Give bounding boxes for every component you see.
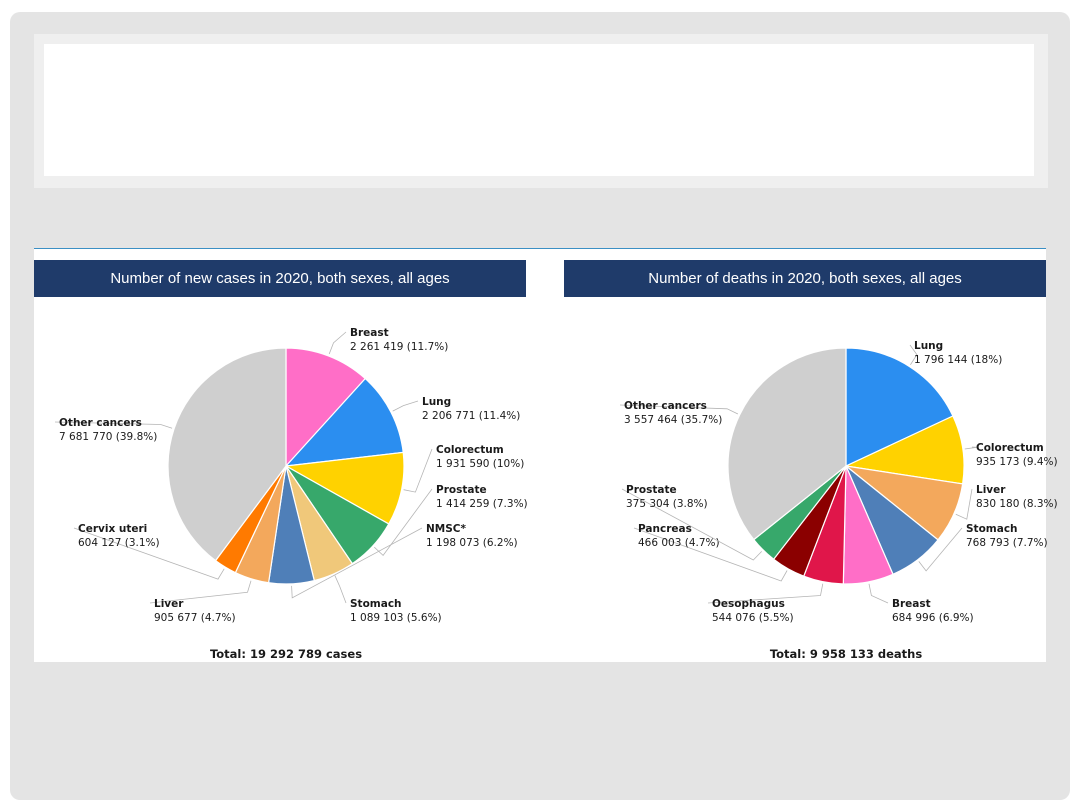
slice-label-other-cancers: Other cancers (624, 400, 707, 412)
slice-label-pancreas: Pancreas (638, 523, 692, 535)
pie-slice-other-cancers (727, 347, 847, 541)
slice-label-oesophagus: Oesophagus (712, 598, 785, 610)
slice-value-lung: 1 796 144 (18%) (914, 354, 1002, 366)
slide: Number of new cases in 2020, both sexes,… (10, 12, 1070, 800)
slice-value-prostate: 1 414 259 (7.3%) (436, 498, 528, 510)
leader-line-other-cancers (54, 421, 173, 429)
slice-value-oesophagus: 544 076 (5.5%) (712, 612, 794, 624)
slide-title (44, 44, 1034, 176)
leader-line-stomach (918, 527, 963, 572)
leader-line-pancreas (633, 527, 788, 582)
leader-line-colorectum (964, 446, 977, 450)
leader-line-colorectum (403, 448, 433, 493)
chart-title-deaths: Number of deaths in 2020, both sexes, al… (564, 260, 1046, 297)
leader-line-prostate (621, 488, 762, 561)
leader-line-lung (909, 344, 918, 366)
slice-value-colorectum: 1 931 590 (10%) (436, 458, 524, 470)
slice-label-lung: Lung (422, 396, 451, 408)
pie-slice-breast (285, 347, 367, 468)
slice-label-prostate: Prostate (626, 484, 677, 496)
slice-value-nmsc: 1 198 073 (6.2%) (426, 537, 518, 549)
leader-line-nmsc (291, 527, 423, 599)
slice-value-pancreas: 466 003 (4.7%) (638, 537, 720, 549)
leader-line-liver (149, 580, 252, 604)
slice-label-stomach: Stomach (966, 523, 1018, 535)
charts-figure: Number of new cases in 2020, both sexes,… (34, 248, 1058, 662)
pie-chart-new-cases: Breast 2 261 419 (11.7%) Lung 2 206 771 (11… (54, 327, 528, 661)
slice-label-colorectum: Colorectum (976, 442, 1044, 454)
leader-line-lung (392, 400, 419, 412)
slice-label-liver: Liver (154, 598, 184, 610)
slice-label-stomach: Stomach (350, 598, 402, 610)
slice-value-other-cancers: 3 557 464 (35.7%) (624, 414, 722, 426)
pie-chart-deaths: Lung 1 796 144 (18%) Colorectum 935 173 (9.… (619, 340, 1058, 661)
slide-title-placeholder (34, 34, 1048, 188)
slice-label-prostate: Prostate (436, 484, 487, 496)
slice-value-stomach: 1 089 103 (5.6%) (350, 612, 442, 624)
slice-value-breast: 2 261 419 (11.7%) (350, 341, 448, 353)
leader-line-oesophagus (707, 583, 824, 604)
pie-slice-lung (284, 377, 404, 467)
slice-label-colorectum: Colorectum (436, 444, 504, 456)
leader-line-breast (328, 331, 347, 355)
slice-label-nmsc: NMSC* (426, 523, 467, 535)
pie-slice-lung (845, 347, 954, 467)
slice-value-prostate: 375 304 (3.8%) (626, 498, 708, 510)
chart-total: Total: 9 958 133 deaths (770, 647, 923, 661)
divider (34, 248, 1046, 249)
chart-title-new-cases: Number of new cases in 2020, both sexes,… (34, 260, 526, 297)
slice-value-breast: 684 996 (6.9%) (892, 612, 974, 624)
leader-line-stomach (334, 575, 347, 604)
slice-value-liver: 905 677 (4.7%) (154, 612, 236, 624)
slice-value-stomach: 768 793 (7.7%) (966, 537, 1048, 549)
slice-label-breast: Breast (350, 327, 389, 339)
slice-label-breast: Breast (892, 598, 931, 610)
slice-value-cervix-uteri: 604 127 (3.1%) (78, 537, 160, 549)
pie-slice-colorectum (284, 451, 405, 525)
chart-total: Total: 19 292 789 cases (210, 647, 362, 661)
leader-line-breast (868, 583, 889, 604)
leader-line-cervix-uteri (73, 527, 225, 580)
slice-label-liver: Liver (976, 484, 1006, 496)
slice-label-lung: Lung (914, 340, 943, 352)
slice-value-colorectum: 935 173 (9.4%) (976, 456, 1058, 468)
leader-line-other-cancers (619, 404, 739, 415)
slice-value-other-cancers: 7 681 770 (39.8%) (59, 431, 157, 443)
leader-line-liver (955, 488, 973, 520)
slice-value-liver: 830 180 (8.3%) (976, 498, 1058, 510)
slice-label-cervix-uteri: Cervix uteri (78, 523, 147, 535)
pie-slice-other-cancers (167, 347, 287, 562)
leader-line-prostate (374, 488, 433, 556)
slice-label-other-cancers: Other cancers (59, 417, 142, 429)
slice-value-lung: 2 206 771 (11.4%) (422, 410, 520, 422)
